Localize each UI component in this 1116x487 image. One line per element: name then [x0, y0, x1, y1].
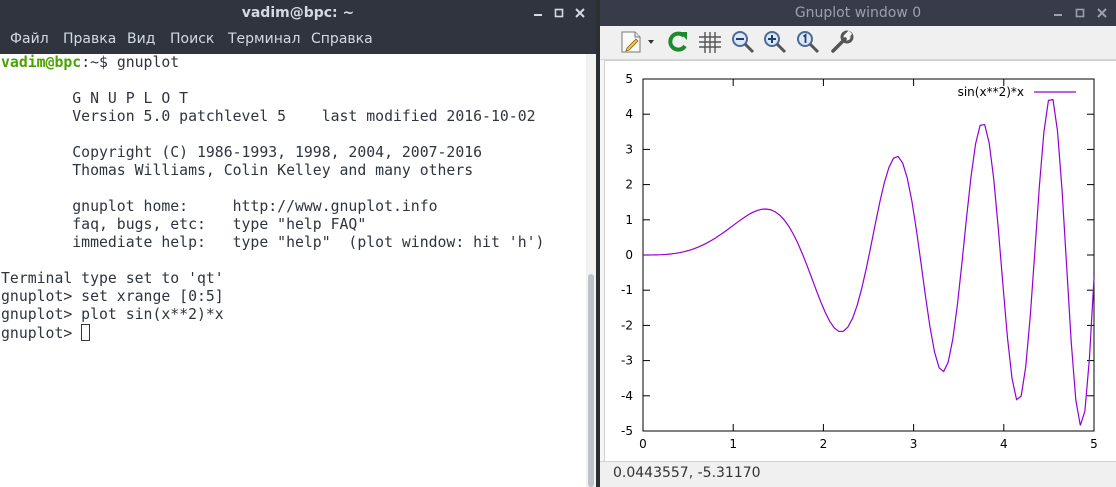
maximize-icon[interactable] — [1070, 0, 1092, 26]
terminal-line: Copyright (C) 1986-1993, 1998, 2004, 200… — [1, 144, 483, 161]
zoom-in-icon[interactable] — [761, 29, 789, 55]
menu-file[interactable]: Файл — [10, 31, 49, 47]
terminal-output[interactable]: vadim@bpc:~$ gnuplot G N U P L O T Versi… — [0, 54, 586, 487]
terminal-line: G N U P L O T — [1, 90, 189, 107]
y-tick-label: -5 — [621, 424, 633, 438]
cursor-coordinates: 0.0443557, -5.31170 — [613, 465, 761, 481]
terminal-line: gnuplot> plot sin(x**2)*x — [1, 306, 224, 323]
plot-svg[interactable]: 5 4 3 2 1 0 -1 -2 -3 -4 -5 0 1 2 3 4 5 sin(x**2)*x — [605, 61, 1116, 460]
x-tick-label: 0 — [639, 437, 647, 451]
terminal-line: Version 5.0 patchlevel 5 last modified 2… — [1, 108, 536, 125]
menu-edit[interactable]: Правка — [63, 31, 117, 47]
terminal-line: gnuplot> set xrange [0:5] — [1, 288, 224, 305]
grid-icon[interactable] — [696, 29, 724, 55]
y-tick-label: 5 — [625, 72, 633, 86]
close-icon[interactable] — [1092, 0, 1114, 26]
terminal-menubar: Файл Правка Вид Поиск Терминал Справка — [0, 26, 596, 54]
series-line-sin-x2-x — [643, 98, 1095, 426]
terminal-line: Thomas Williams, Colin Kelley and many o… — [1, 162, 474, 179]
terminal-line: gnuplot> — [1, 324, 91, 342]
x-axis: 0 1 2 3 4 5 — [639, 79, 1098, 451]
gnuplot-window: Gnuplot window 0 — [600, 0, 1116, 487]
terminal-line: gnuplot home: http://www.gnuplot.info — [1, 198, 438, 215]
menu-view[interactable]: Вид — [127, 31, 156, 47]
minimize-icon[interactable] — [528, 0, 550, 26]
y-tick-label: -3 — [621, 354, 633, 368]
x-tick-label: 4 — [1000, 437, 1008, 451]
last-prompt: gnuplot> — [1, 325, 82, 342]
minimize-icon[interactable] — [1048, 0, 1070, 26]
y-tick-label: -2 — [621, 318, 633, 332]
terminal-title: vadim@bpc: ~ — [241, 5, 355, 21]
terminal-line: Terminal type set to 'qt' — [1, 270, 224, 287]
y-axis: 5 4 3 2 1 0 -1 -2 -3 -4 -5 — [621, 72, 1094, 438]
export-icon[interactable] — [618, 29, 658, 55]
close-icon[interactable] — [570, 0, 592, 26]
terminal-window: vadim@bpc: ~ Файл Правка Вид Поиск Терми… — [0, 0, 596, 487]
first-command: gnuplot — [116, 54, 180, 71]
gnuplot-titlebar[interactable]: Gnuplot window 0 — [600, 0, 1116, 26]
menu-terminal[interactable]: Терминал — [228, 31, 301, 47]
terminal-scrollbar[interactable] — [586, 54, 596, 487]
menu-help[interactable]: Справка — [311, 31, 373, 47]
gnuplot-toolbar — [600, 26, 1116, 60]
y-tick-label: 3 — [625, 142, 633, 156]
prompt-path: :~$ — [81, 54, 117, 71]
settings-icon[interactable] — [828, 29, 856, 55]
zoom-out-icon[interactable] — [729, 29, 757, 55]
scrollbar-thumb[interactable] — [588, 274, 594, 487]
zoom-reset-icon[interactable] — [794, 29, 822, 55]
y-tick-label: 4 — [625, 107, 633, 121]
terminal-line: vadim@bpc:~$ gnuplot — [1, 54, 179, 72]
x-tick-label: 2 — [820, 437, 828, 451]
status-bar: 0.0443557, -5.31170 — [600, 461, 1116, 487]
x-tick-label: 1 — [729, 437, 737, 451]
x-tick-label: 3 — [910, 437, 918, 451]
y-tick-label: -1 — [621, 283, 633, 297]
legend-label: sin(x**2)*x — [958, 85, 1024, 99]
legend: sin(x**2)*x — [958, 85, 1076, 99]
prompt-user: vadim@bpc — [1, 54, 82, 71]
menu-search[interactable]: Поиск — [170, 31, 215, 47]
maximize-icon[interactable] — [549, 0, 571, 26]
y-tick-label: -4 — [621, 389, 633, 403]
terminal-titlebar[interactable]: vadim@bpc: ~ — [0, 0, 596, 26]
text-cursor — [81, 324, 91, 341]
y-tick-label: 0 — [625, 248, 633, 262]
replot-icon[interactable] — [664, 29, 692, 55]
plot-area[interactable]: 5 4 3 2 1 0 -1 -2 -3 -4 -5 0 1 2 3 4 5 sin(x**2)*x — [604, 60, 1116, 461]
y-tick-label: 1 — [625, 213, 633, 227]
x-tick-label: 5 — [1090, 437, 1098, 451]
terminal-line: immediate help: type "help" (plot window… — [1, 234, 545, 251]
terminal-line: faq, bugs, etc: type "help FAQ" — [1, 216, 367, 233]
y-tick-label: 2 — [625, 178, 633, 192]
gnuplot-title: Gnuplot window 0 — [794, 5, 922, 21]
